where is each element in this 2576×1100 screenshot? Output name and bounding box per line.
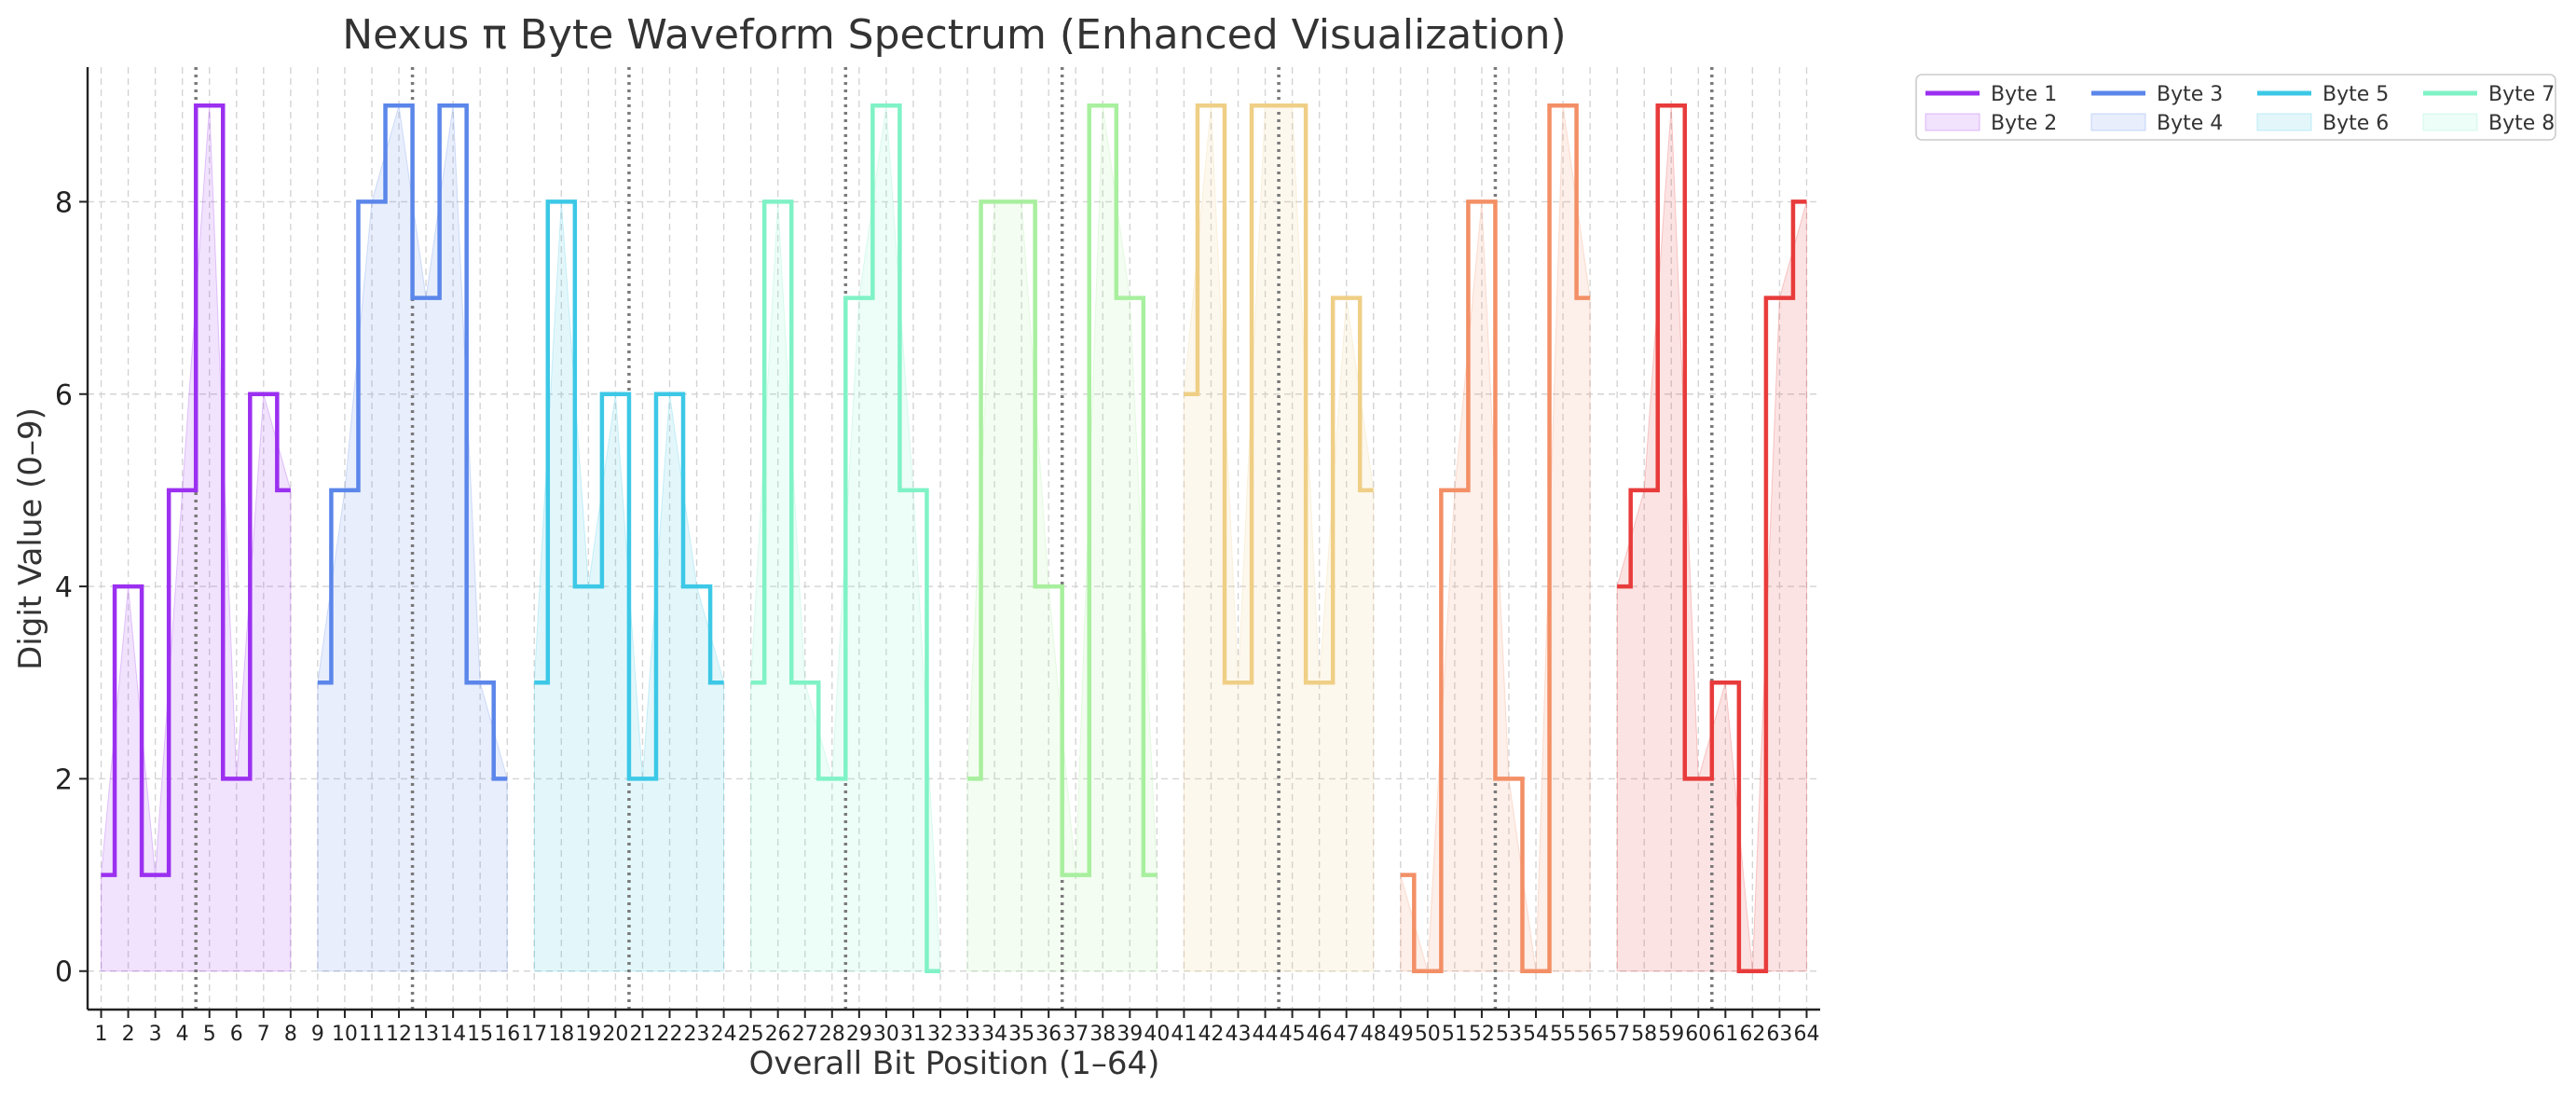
x-tick-label: 60	[1685, 1023, 1711, 1046]
x-tick-label: 7	[257, 1023, 270, 1046]
x-tick-label: 43	[1225, 1023, 1251, 1046]
x-tick-label: 31	[900, 1023, 926, 1046]
legend-patch-swatch	[2256, 113, 2312, 131]
legend-box	[1915, 74, 2556, 141]
x-tick-label: 28	[819, 1023, 845, 1046]
x-tick-label: 1	[95, 1023, 108, 1046]
x-tick-label: 30	[873, 1023, 899, 1046]
legend-label: Byte 7	[2488, 83, 2555, 106]
x-tick-label: 19	[575, 1023, 601, 1046]
x-tick-label: 32	[927, 1023, 953, 1046]
x-tick-label: 15	[467, 1023, 493, 1046]
x-tick-label: 26	[765, 1023, 791, 1046]
x-tick-label: 45	[1280, 1023, 1306, 1046]
series-line-2	[317, 103, 508, 781]
x-tick-label: 37	[1062, 1023, 1089, 1046]
legend: Byte 1 Byte 2 Byte 3 Byte 4 Byte 5 Byte 6 Byte…	[1915, 74, 2556, 141]
y-tick-label: 0	[55, 956, 73, 989]
x-tick-label: 63	[1766, 1023, 1792, 1046]
x-tick-label: 64	[1793, 1023, 1819, 1046]
legend-label: Byte 3	[2157, 83, 2223, 106]
x-tick-label: 59	[1658, 1023, 1684, 1046]
x-tick-label: 55	[1550, 1023, 1576, 1046]
x-tick-label: 29	[846, 1023, 872, 1046]
x-tick-label: 4	[176, 1023, 189, 1046]
x-tick-label: 11	[359, 1023, 385, 1046]
x-tick-label: 25	[738, 1023, 764, 1046]
x-tick-label: 12	[386, 1023, 412, 1046]
y-tick-label: 2	[55, 763, 73, 796]
legend-label: Byte 4	[2157, 112, 2223, 135]
y-tick-label: 6	[55, 379, 73, 412]
x-tick-label: 3	[149, 1023, 162, 1046]
x-tick-label: 50	[1415, 1023, 1441, 1046]
x-tick-label: 10	[332, 1023, 358, 1046]
x-tick-label: 35	[1008, 1023, 1035, 1046]
series-lines	[101, 103, 1807, 973]
legend-label: Byte 1	[1991, 83, 2057, 106]
y-tick-label: 8	[55, 186, 73, 219]
x-tick-label: 49	[1388, 1023, 1414, 1046]
x-tick-label: 14	[440, 1023, 466, 1046]
x-tick-label: 21	[629, 1023, 655, 1046]
legend-label: Byte 5	[2323, 83, 2389, 106]
series-line-5	[967, 103, 1158, 877]
axes	[79, 67, 1820, 1018]
x-tick-label: 36	[1035, 1023, 1062, 1046]
x-tick-label: 58	[1631, 1023, 1657, 1046]
series-line-3	[534, 199, 724, 781]
y-tick-label: 4	[55, 571, 73, 604]
x-tick-label: 5	[203, 1023, 216, 1046]
x-tick-label: 62	[1739, 1023, 1765, 1046]
x-tick-label: 33	[954, 1023, 980, 1046]
x-tick-label: 44	[1253, 1023, 1279, 1046]
x-tick-label: 41	[1171, 1023, 1197, 1046]
chart-title: Nexus π Byte Waveform Spectrum (Enhanced…	[342, 11, 1566, 59]
x-tick-label: 22	[657, 1023, 683, 1046]
x-tick-label: 18	[548, 1023, 574, 1046]
x-tick-label: 61	[1712, 1023, 1738, 1046]
x-tick-label: 57	[1604, 1023, 1630, 1046]
y-axis-label: Digit Value (0–9)	[12, 407, 49, 670]
x-tick-label: 48	[1361, 1023, 1387, 1046]
x-tick-label: 56	[1577, 1023, 1603, 1046]
series-line-1	[101, 103, 291, 877]
x-axis-label: Overall Bit Position (1–64)	[749, 1045, 1160, 1082]
x-tick-label: 20	[602, 1023, 628, 1046]
x-tick-label: 6	[230, 1023, 243, 1046]
series-line-6	[1184, 103, 1374, 685]
x-tick-label: 38	[1089, 1023, 1116, 1046]
x-tick-label: 51	[1442, 1023, 1468, 1046]
x-tick-label: 27	[792, 1023, 818, 1046]
legend-label: Byte 6	[2323, 112, 2389, 135]
x-tick-label: 34	[981, 1023, 1007, 1046]
x-tick-label: 13	[413, 1023, 439, 1046]
x-tick-label: 53	[1496, 1023, 1522, 1046]
x-tick-label: 47	[1334, 1023, 1360, 1046]
x-tick-label: 17	[521, 1023, 547, 1046]
x-tick-label: 2	[122, 1023, 135, 1046]
x-tick-label: 40	[1144, 1023, 1170, 1046]
x-tick-label: 39	[1117, 1023, 1143, 1046]
x-tick-label: 9	[311, 1023, 324, 1046]
x-tick-label: 23	[684, 1023, 710, 1046]
legend-patch-swatch	[1925, 113, 1980, 131]
x-tick-label: 52	[1469, 1023, 1495, 1046]
series-line-4	[750, 103, 940, 973]
legend-label: Byte 2	[1991, 112, 2057, 135]
grid	[88, 67, 1820, 1010]
legend-patch-swatch	[2422, 113, 2478, 131]
legend-patch-swatch	[2090, 113, 2146, 131]
legend-label: Byte 8	[2488, 112, 2555, 135]
x-tick-label: 54	[1523, 1023, 1549, 1046]
x-tick-label: 24	[711, 1023, 737, 1046]
x-tick-label: 16	[494, 1023, 520, 1046]
x-tick-label: 8	[284, 1023, 297, 1046]
x-tick-label: 46	[1307, 1023, 1333, 1046]
x-tick-label: 42	[1198, 1023, 1224, 1046]
series-line-8	[1617, 103, 1807, 973]
series-line-7	[1400, 103, 1591, 973]
